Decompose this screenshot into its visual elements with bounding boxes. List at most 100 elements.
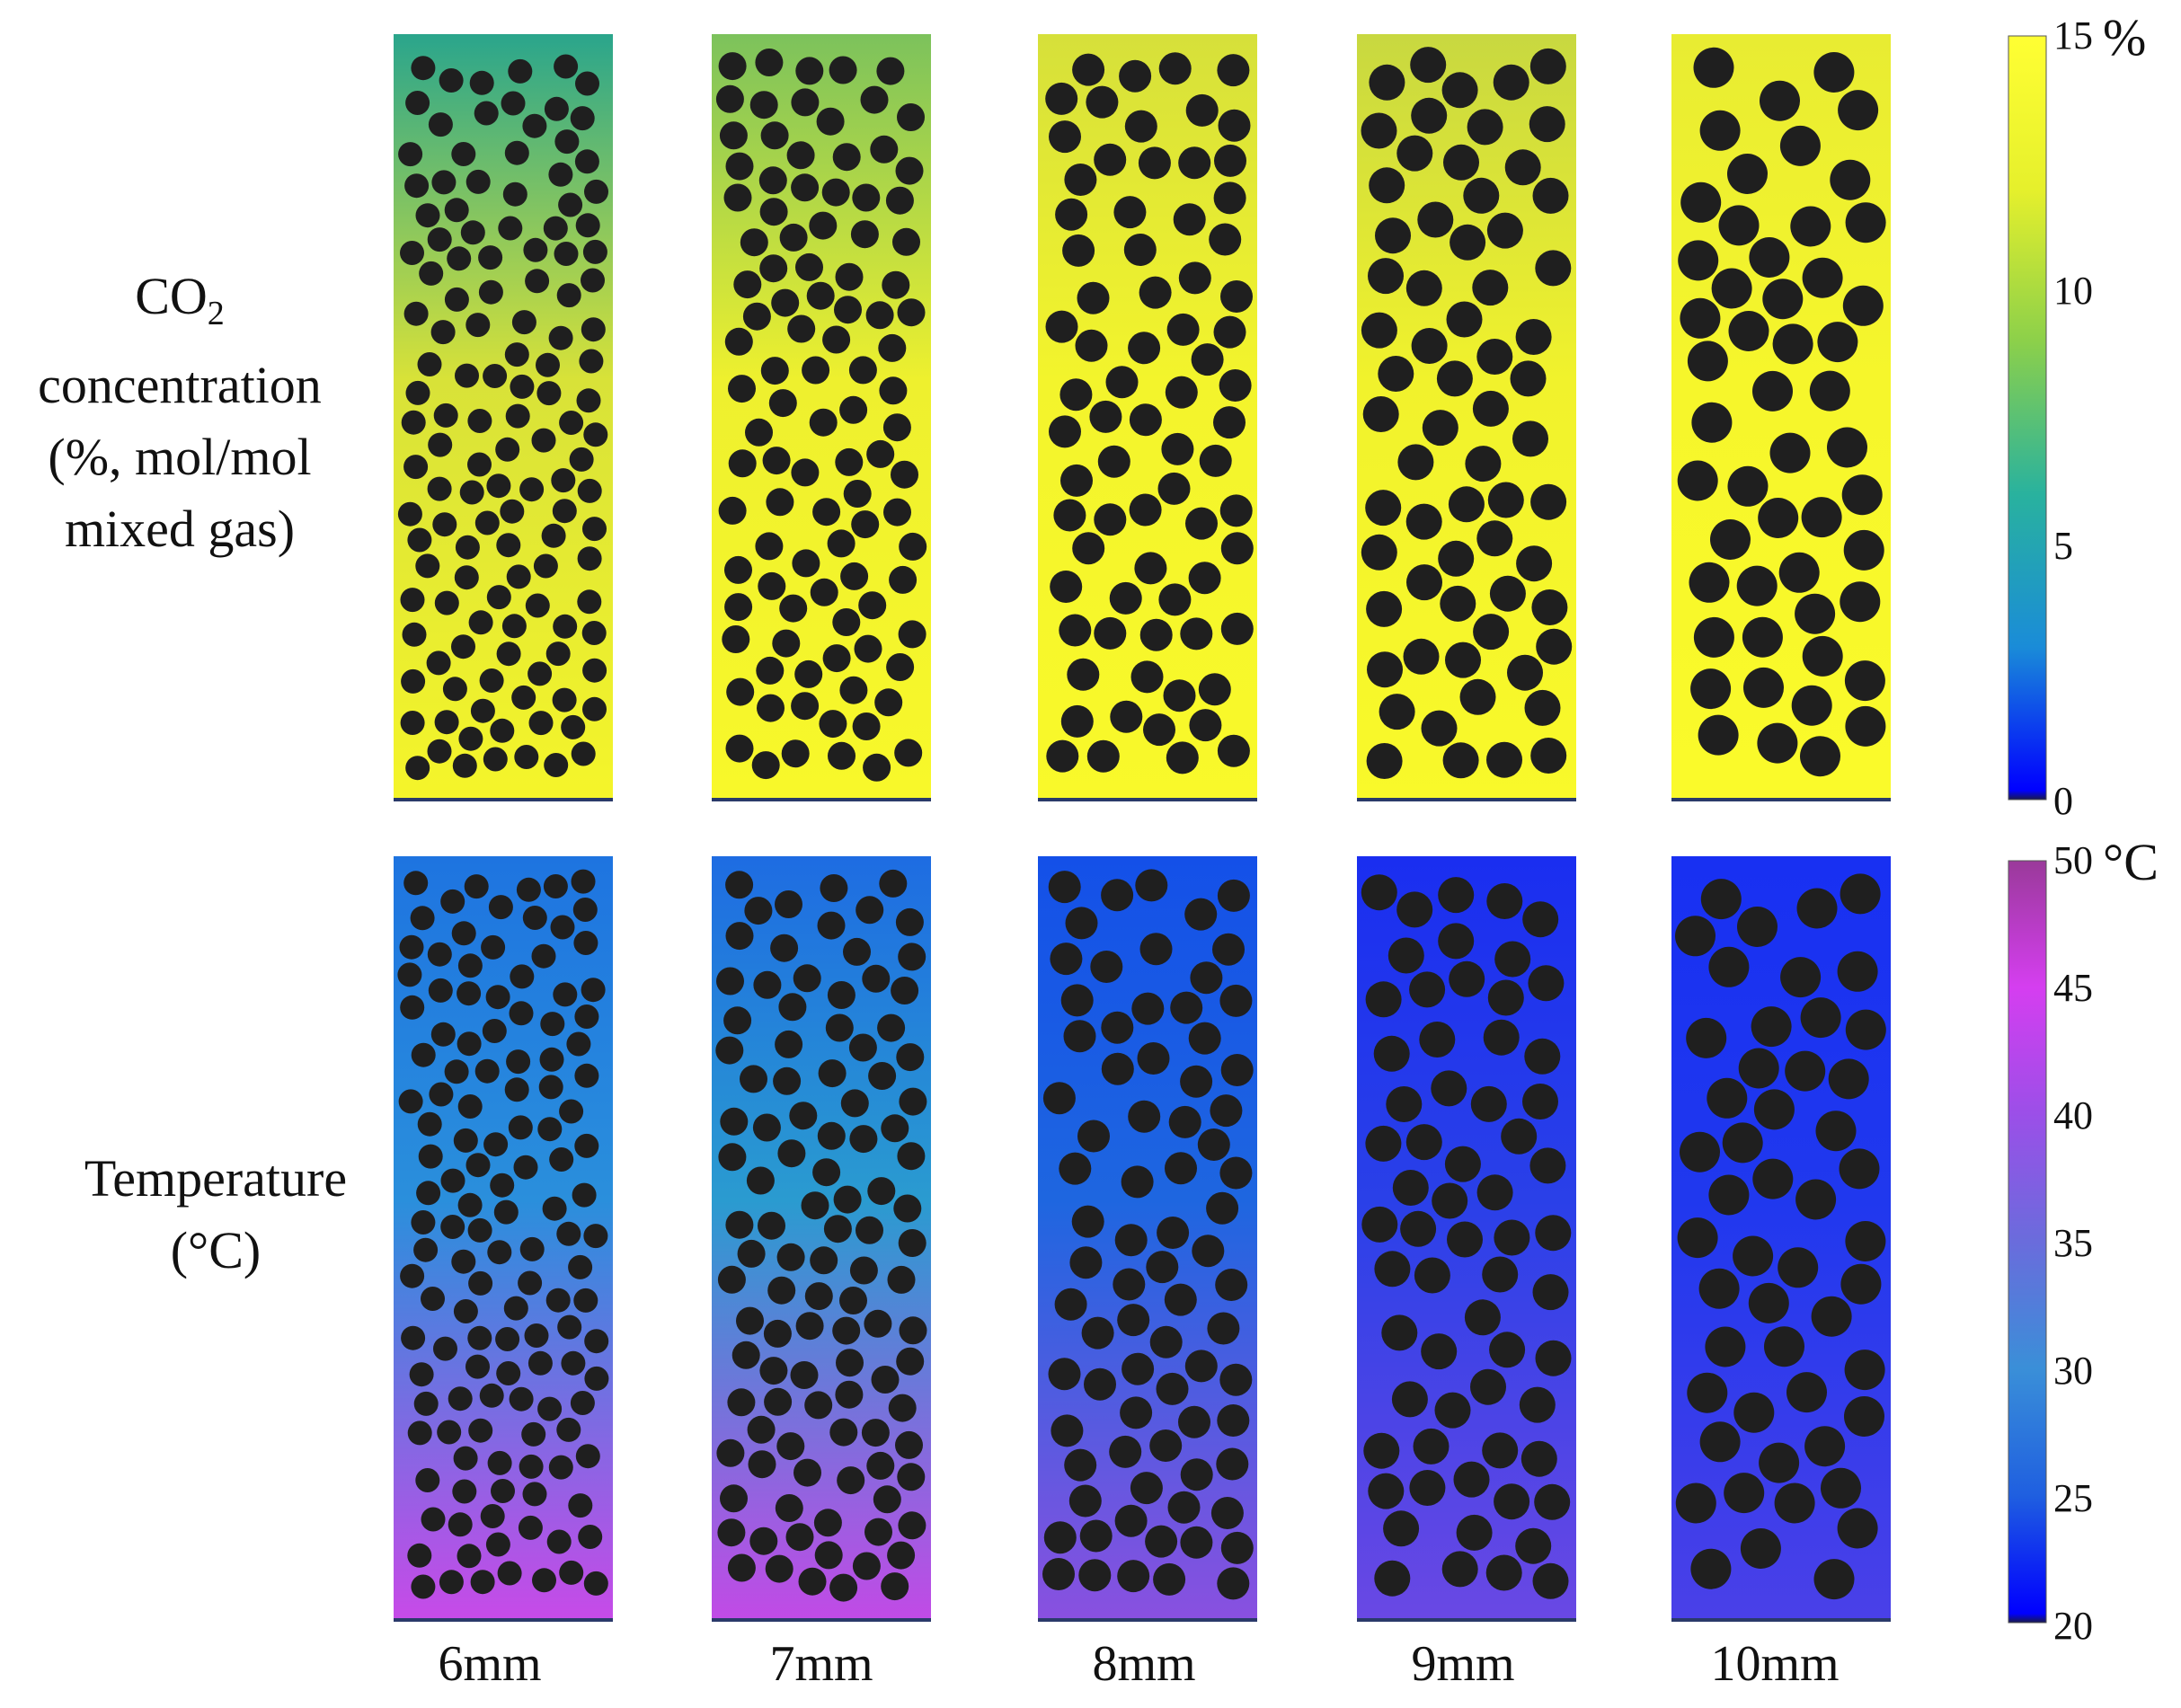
particle [407, 1420, 432, 1446]
particle [1463, 177, 1500, 214]
particle [1445, 642, 1481, 678]
particle [1519, 1386, 1556, 1423]
particle [1727, 465, 1769, 507]
particle [1051, 1414, 1084, 1447]
particle [1813, 52, 1855, 93]
particle [540, 1012, 565, 1037]
particle [1802, 257, 1843, 298]
particle [843, 937, 871, 966]
particle [1441, 72, 1478, 109]
particle [444, 287, 469, 312]
particle [1089, 400, 1122, 433]
particle [1065, 907, 1098, 940]
particle [1737, 907, 1778, 947]
particle [1791, 685, 1832, 726]
particle [478, 245, 503, 270]
particle [1827, 427, 1867, 468]
particle [1845, 1221, 1886, 1261]
particle [1467, 109, 1503, 146]
particle [577, 589, 602, 615]
particle [881, 1114, 909, 1143]
size-label-9mm: 9mm [1411, 1636, 1515, 1692]
particle [584, 1366, 609, 1391]
co2-colorbar [2008, 35, 2047, 801]
particle [1804, 1426, 1846, 1467]
particle [820, 874, 848, 902]
particle [504, 1077, 529, 1102]
particle [1217, 1567, 1250, 1600]
particle [1219, 494, 1253, 527]
particle [519, 477, 545, 502]
particle [505, 403, 530, 429]
particle [553, 982, 578, 1007]
particle [398, 1089, 423, 1114]
particle [1772, 323, 1813, 365]
particle [895, 156, 924, 185]
particle [726, 677, 755, 706]
particle [725, 922, 754, 951]
particle [1170, 991, 1203, 1024]
particle [899, 1087, 927, 1116]
particle [1365, 490, 1402, 527]
particle [1675, 1482, 1716, 1524]
co2-panel-9mm [1357, 34, 1576, 801]
temp-tick-35: 35 [2053, 1221, 2093, 1265]
particle [848, 1033, 877, 1062]
particle [1843, 529, 1884, 571]
particle [524, 1323, 549, 1348]
particle [1059, 614, 1092, 647]
particle [1520, 1440, 1557, 1477]
particle [1733, 1392, 1775, 1433]
particle [411, 1210, 436, 1235]
particle [1137, 1042, 1170, 1075]
particle [1494, 1483, 1530, 1520]
particle [577, 546, 602, 571]
particle [552, 499, 577, 524]
particle [572, 1182, 597, 1208]
particle [418, 1144, 443, 1169]
particle [548, 162, 573, 187]
particle [1493, 64, 1529, 101]
particle [504, 140, 529, 165]
temperature-unit: °C [2103, 833, 2159, 891]
particle [1220, 532, 1254, 565]
particle [434, 710, 459, 735]
particle [1442, 742, 1479, 779]
particle [882, 413, 911, 442]
particle [542, 1196, 567, 1221]
particle [400, 995, 425, 1020]
particle [1530, 738, 1567, 774]
particle [779, 223, 808, 252]
particle [468, 1270, 493, 1296]
particle [887, 1541, 916, 1570]
particle [451, 921, 476, 946]
particle [759, 198, 788, 226]
particle [465, 1354, 490, 1379]
particle [1124, 110, 1157, 143]
size-label-7mm: 7mm [769, 1636, 873, 1692]
particle [1778, 552, 1820, 593]
particle [745, 418, 773, 447]
particle [1173, 203, 1206, 236]
particle [835, 1380, 864, 1409]
particle [778, 993, 807, 1022]
particle [454, 565, 479, 590]
particle [862, 964, 891, 993]
particle [839, 676, 868, 704]
particle [1210, 1497, 1244, 1529]
particle [817, 911, 846, 940]
particle [1397, 444, 1434, 481]
particle [1740, 1528, 1781, 1569]
particle [1220, 612, 1254, 645]
particle [1145, 1525, 1178, 1558]
particle [458, 726, 483, 751]
particle [1214, 144, 1246, 177]
size-label-8mm: 8mm [1092, 1636, 1196, 1692]
particle [502, 181, 528, 207]
particle [1134, 552, 1167, 585]
particle [1470, 1368, 1506, 1405]
particle [1101, 879, 1134, 912]
particle [457, 981, 482, 1006]
particle [459, 480, 484, 505]
particle [804, 1391, 833, 1420]
